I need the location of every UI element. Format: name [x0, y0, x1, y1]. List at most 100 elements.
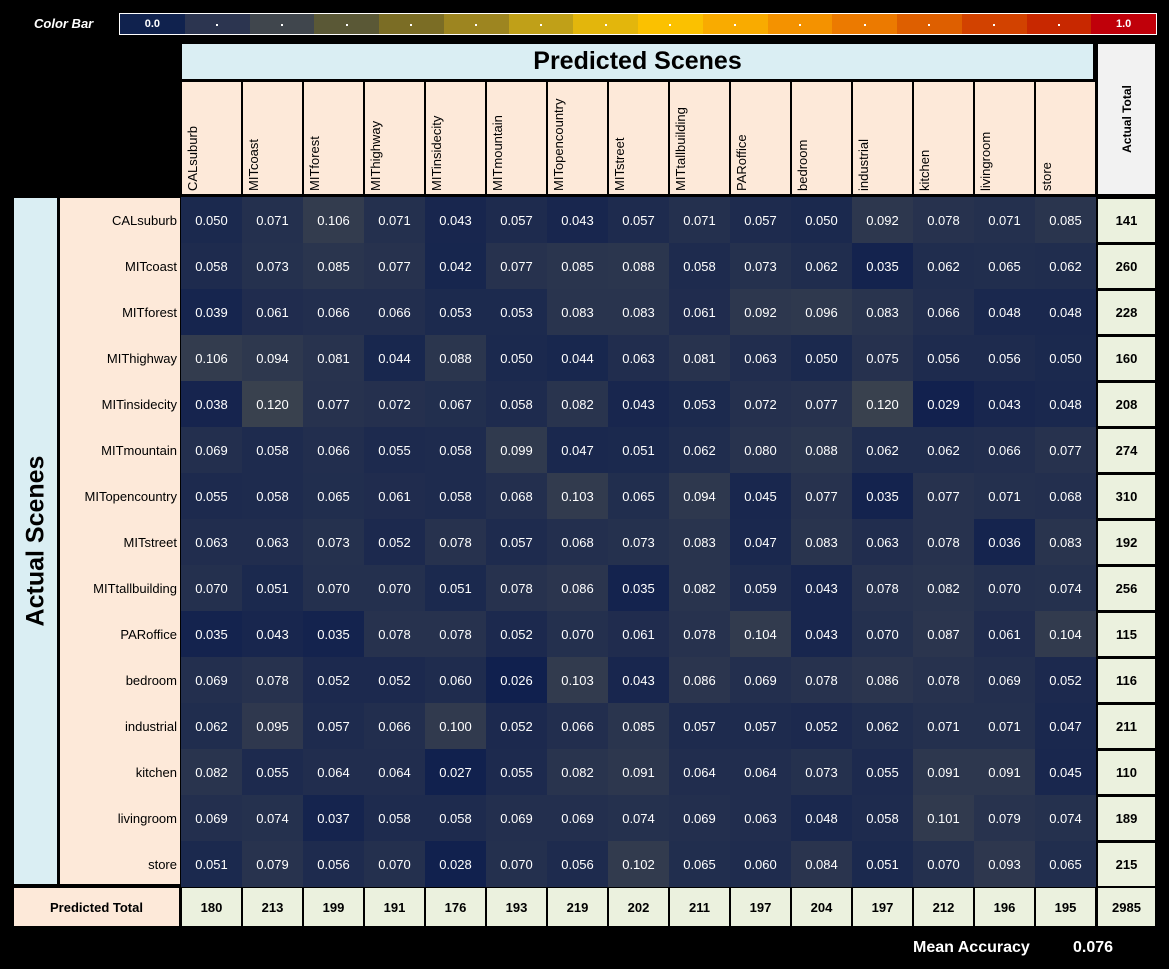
- heatmap-cell: 0.071: [242, 197, 303, 243]
- heatmap-cell: 0.052: [1035, 657, 1096, 703]
- heatmap-cell: 0.029: [913, 381, 974, 427]
- heatmap-cell: 0.036: [974, 519, 1035, 565]
- column-header-label: industrial: [856, 138, 871, 191]
- heatmap-cell: 0.043: [974, 381, 1035, 427]
- heatmap-cell: 0.078: [852, 565, 913, 611]
- column-header-label: MITstreet: [612, 137, 627, 191]
- row-header-label: MITmountain: [101, 442, 177, 458]
- predicted-total-value: 196: [974, 887, 1035, 927]
- heatmap-cell: 0.101: [913, 795, 974, 841]
- colorbar-label: Color Bar: [34, 16, 94, 31]
- heatmap-cell: 0.058: [425, 473, 486, 519]
- heatmap-cell: 0.082: [913, 565, 974, 611]
- heatmap-cell: 0.035: [852, 473, 913, 519]
- heatmap-cell: 0.073: [791, 749, 852, 795]
- heatmap-cell: 0.047: [547, 427, 608, 473]
- heatmap-cell: 0.057: [730, 197, 791, 243]
- column-header-label: livingroom: [978, 131, 993, 191]
- heatmap-cell: 0.069: [974, 657, 1035, 703]
- heatmap-cell: 0.057: [486, 197, 547, 243]
- heatmap-cell: 0.069: [181, 795, 242, 841]
- heatmap-cell: 0.052: [486, 611, 547, 657]
- heatmap-cell: 0.056: [974, 335, 1035, 381]
- heatmap-cell: 0.086: [852, 657, 913, 703]
- predicted-total-value: 219: [547, 887, 608, 927]
- column-header: CALsuburb: [181, 81, 242, 195]
- heatmap-cell: 0.100: [425, 703, 486, 749]
- heatmap-cell: 0.050: [1035, 335, 1096, 381]
- colorbar-swatch: [897, 14, 962, 34]
- colorbar-swatch: [379, 14, 444, 34]
- heatmap-cell: 0.062: [913, 243, 974, 289]
- heatmap-cell: 0.104: [730, 611, 791, 657]
- column-header: livingroom: [974, 81, 1035, 195]
- heatmap-cell: 0.066: [974, 427, 1035, 473]
- heatmap-cell: 0.093: [974, 841, 1035, 887]
- heatmap-cell: 0.058: [852, 795, 913, 841]
- column-header-label: MITmountain: [490, 115, 505, 191]
- predicted-total-value: 195: [1035, 887, 1096, 927]
- heatmap-cell: 0.062: [181, 703, 242, 749]
- heatmap-cell: 0.091: [608, 749, 669, 795]
- heatmap-cell: 0.082: [547, 749, 608, 795]
- heatmap-cell: 0.073: [608, 519, 669, 565]
- heatmap-cell: 0.083: [547, 289, 608, 335]
- row-header-label: bedroom: [125, 672, 177, 688]
- heatmap-cell: 0.078: [669, 611, 730, 657]
- heatmap-cell: 0.061: [669, 289, 730, 335]
- heatmap-cell: 0.103: [547, 657, 608, 703]
- heatmap-cell: 0.102: [608, 841, 669, 887]
- heatmap-cell: 0.045: [1035, 749, 1096, 795]
- column-header-label: MITforest: [307, 136, 322, 191]
- predicted-total-label: Predicted Total: [13, 887, 180, 927]
- heatmap-cell: 0.078: [425, 519, 486, 565]
- heatmap-cell: 0.061: [242, 289, 303, 335]
- heatmap-cell: 0.066: [547, 703, 608, 749]
- row-header-label: industrial: [124, 718, 177, 734]
- predicted-total-value: 197: [852, 887, 913, 927]
- actual-total-value: 310: [1097, 474, 1156, 519]
- heatmap-cell: 0.055: [181, 473, 242, 519]
- heatmap-cell: 0.071: [974, 197, 1035, 243]
- heatmap-cell: 0.057: [608, 197, 669, 243]
- column-header: MITforest: [303, 81, 364, 195]
- heatmap-cell: 0.051: [852, 841, 913, 887]
- predicted-total-value: 180: [181, 887, 242, 927]
- colorbar-swatch: [832, 14, 897, 34]
- heatmap-cell: 0.070: [547, 611, 608, 657]
- actual-total-value: 208: [1097, 382, 1156, 427]
- column-header: MITopencountry: [547, 81, 608, 195]
- heatmap-cell: 0.047: [1035, 703, 1096, 749]
- heatmap-cell: 0.069: [181, 427, 242, 473]
- heatmap-cell: 0.060: [425, 657, 486, 703]
- heatmap-cell: 0.078: [913, 657, 974, 703]
- heatmap-cell: 0.073: [303, 519, 364, 565]
- heatmap-cell: 0.063: [730, 795, 791, 841]
- heatmap-cell: 0.043: [608, 657, 669, 703]
- heatmap-cell: 0.081: [669, 335, 730, 381]
- heatmap-cell: 0.063: [852, 519, 913, 565]
- heatmap-cell: 0.066: [303, 427, 364, 473]
- column-header-label: store: [1039, 162, 1054, 191]
- column-header-label: MITinsidecity: [429, 115, 444, 191]
- heatmap-cell: 0.058: [425, 427, 486, 473]
- heatmap-cell: 0.048: [1035, 381, 1096, 427]
- heatmap-cell: 0.062: [669, 427, 730, 473]
- heatmap-cell: 0.082: [669, 565, 730, 611]
- heatmap-cell: 0.104: [1035, 611, 1096, 657]
- colorbar: 0.0 1.0: [119, 13, 1157, 35]
- heatmap-cell: 0.062: [913, 427, 974, 473]
- heatmap-cell: 0.050: [791, 335, 852, 381]
- heatmap-cell: 0.078: [425, 611, 486, 657]
- heatmap-cell: 0.083: [852, 289, 913, 335]
- heatmap-cell: 0.057: [669, 703, 730, 749]
- heatmap-cell: 0.085: [608, 703, 669, 749]
- heatmap-cell: 0.057: [303, 703, 364, 749]
- mean-accuracy-label: Mean Accuracy: [913, 939, 1030, 956]
- predicted-total-value: 211: [669, 887, 730, 927]
- heatmap-cell: 0.085: [303, 243, 364, 289]
- heatmap-cell: 0.043: [608, 381, 669, 427]
- actual-total-value: 115: [1097, 612, 1156, 657]
- heatmap-cell: 0.087: [913, 611, 974, 657]
- heatmap-cell: 0.065: [608, 473, 669, 519]
